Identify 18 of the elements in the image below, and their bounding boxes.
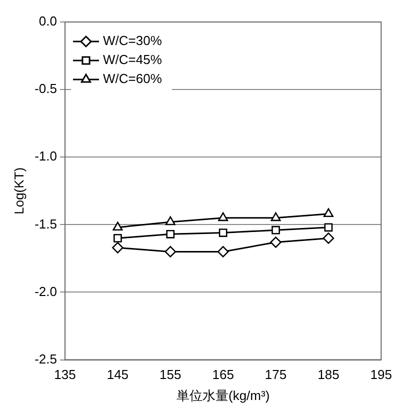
y-tick-label: -1.0	[34, 148, 57, 164]
legend-label: W/C=45%	[103, 52, 162, 68]
x-tick-label: 145	[106, 367, 129, 382]
y-tick-label: -2.5	[34, 351, 57, 366]
y-tick-label: -1.5	[34, 216, 57, 232]
legend-label: W/C=60%	[103, 71, 162, 86]
x-tick-label: 135	[54, 367, 76, 382]
x-axis-title: 単位水量(kg/m³)	[176, 388, 270, 403]
x-tick-label: 155	[160, 367, 182, 382]
x-tick-label: 175	[264, 367, 287, 382]
y-tick-label: -2.0	[34, 284, 57, 299]
y-tick-label: 0.0	[38, 14, 57, 29]
legend-label: W/C=30%	[103, 33, 162, 48]
y-tick-label: -0.5	[34, 81, 57, 96]
x-tick-label: 165	[212, 367, 234, 382]
x-tick-label: 185	[318, 367, 340, 382]
x-tick-label: 195	[370, 367, 392, 382]
y-axis-title: Log(KT)	[11, 167, 26, 214]
